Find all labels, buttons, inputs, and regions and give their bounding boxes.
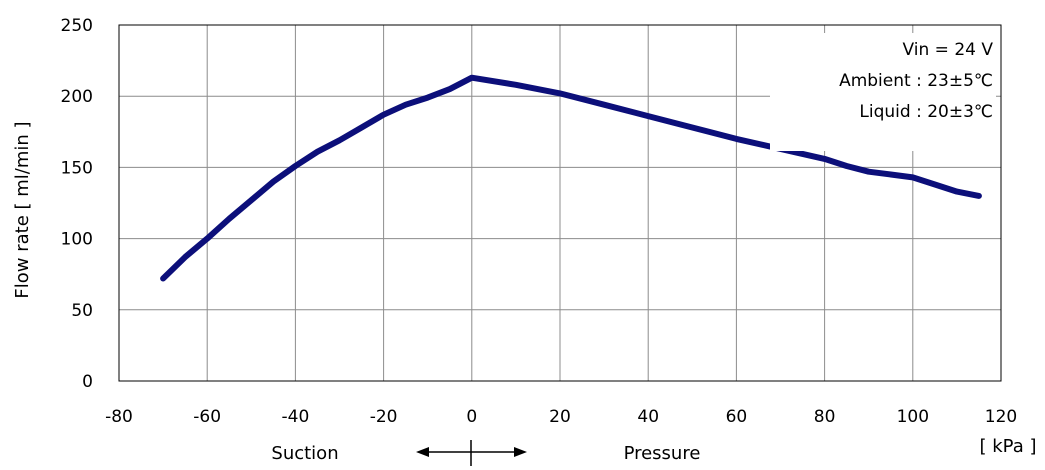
x-tick-label: 120 bbox=[985, 407, 1017, 427]
y-tick-label: 150 bbox=[61, 158, 93, 178]
y-axis-label: Flow rate [ ml/min ] bbox=[12, 121, 33, 298]
plot-frame bbox=[118, 24, 1002, 382]
x-tick-label: -40 bbox=[282, 407, 310, 427]
x-tick-label: -60 bbox=[193, 407, 221, 427]
series-layer bbox=[160, 74, 982, 282]
annotation-ambient: Ambient : 23±5℃ bbox=[839, 71, 993, 91]
direction-arrow bbox=[421, 440, 522, 466]
x-tick-label: 80 bbox=[814, 407, 836, 427]
y-tick-label: 250 bbox=[61, 16, 93, 36]
x-unit-label: [ kPa ] bbox=[980, 436, 1037, 457]
x-tick-label: 60 bbox=[726, 407, 748, 427]
tick-labels: -80 -60 -40 -20 0 20 40 60 80 100 120 0 50 100 150 200 2… bbox=[61, 16, 1018, 427]
x-tick-label: -80 bbox=[105, 407, 133, 427]
series-line-0 bbox=[160, 74, 982, 282]
suction-label: Suction bbox=[271, 443, 338, 464]
x-tick-label: 100 bbox=[897, 407, 929, 427]
y-tick-label: 0 bbox=[82, 372, 93, 392]
pressure-label: Pressure bbox=[624, 443, 701, 464]
arrow-right-head bbox=[514, 447, 527, 457]
x-tick-label: 20 bbox=[549, 407, 571, 427]
x-tick-label: -20 bbox=[370, 407, 398, 427]
y-tick-label: 100 bbox=[61, 230, 93, 250]
x-tick-label: 0 bbox=[466, 407, 477, 427]
x-tick-label: 40 bbox=[637, 407, 659, 427]
y-tick-label: 50 bbox=[71, 301, 93, 321]
y-tick-label: 200 bbox=[61, 87, 93, 107]
annotation-box bbox=[770, 33, 996, 151]
arrow-left-head bbox=[416, 447, 429, 457]
annotation-vin: Vin = 24 V bbox=[903, 40, 994, 60]
annotation-liquid: Liquid : 20±3℃ bbox=[859, 102, 993, 122]
